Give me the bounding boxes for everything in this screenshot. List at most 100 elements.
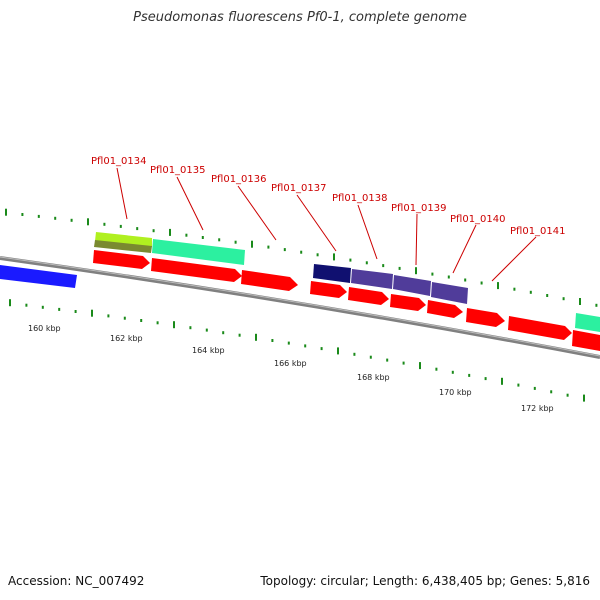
cds-arrow-next-2[interactable] bbox=[572, 330, 600, 351]
outer-tick-mark bbox=[382, 264, 385, 268]
gene-label-pfl01-0134: Pfl01_0134 bbox=[91, 156, 147, 167]
inner-tick-mark bbox=[369, 355, 372, 359]
outer-tick-mark bbox=[595, 303, 598, 307]
gene-label-pfl01-0139: Pfl01_0139 bbox=[391, 203, 447, 214]
inner-tick-mark bbox=[9, 299, 11, 307]
outer-tick-mark bbox=[497, 282, 499, 290]
inner-tick-mark bbox=[205, 328, 208, 332]
feature-cog-green[interactable] bbox=[152, 239, 245, 265]
leader-line-pfl01-0136 bbox=[237, 185, 277, 241]
inner-tick-mark bbox=[58, 307, 61, 311]
inner-tick-mark bbox=[304, 344, 307, 348]
axis-label-172kbp: 172 kbp bbox=[521, 404, 554, 413]
gene-label-pfl01-0141: Pfl01_0141 bbox=[510, 226, 566, 237]
inner-tick-mark bbox=[501, 377, 503, 385]
outer-tick-mark bbox=[546, 294, 549, 297]
accession-text: Accession: NC_007492 bbox=[8, 574, 145, 588]
cds-arrow-pfl01-0139[interactable] bbox=[390, 294, 426, 311]
gene-label-pfl01-0137: Pfl01_0137 bbox=[271, 183, 327, 194]
outer-tick-mark bbox=[87, 218, 89, 226]
inner-tick-mark bbox=[238, 333, 241, 337]
outer-tick-mark bbox=[152, 229, 155, 233]
inner-tick-mark bbox=[533, 386, 536, 390]
cds-arrow-pfl01-0135[interactable] bbox=[151, 258, 242, 282]
genome-backbone-highlight bbox=[0, 256, 600, 357]
inner-tick-mark bbox=[140, 319, 143, 322]
gene-label-pfl01-0135: Pfl01_0135 bbox=[150, 165, 206, 176]
axis-label-166kbp: 166 kbp bbox=[274, 359, 307, 368]
axis-label-162kbp: 162 kbp bbox=[110, 334, 143, 343]
outer-tick-mark bbox=[447, 275, 450, 279]
outer-tick-mark bbox=[21, 213, 24, 216]
outer-tick-mark bbox=[300, 250, 303, 254]
feature-cog-olive[interactable] bbox=[94, 240, 152, 253]
inner-tick-mark bbox=[271, 339, 274, 342]
outer-tick-mark bbox=[415, 267, 417, 275]
outer-tick-mark bbox=[562, 297, 565, 301]
inner-tick-mark bbox=[337, 347, 339, 355]
inner-tick-mark bbox=[25, 303, 28, 307]
cds-arrow-next-1[interactable] bbox=[508, 316, 572, 340]
inner-tick-mark bbox=[173, 321, 175, 329]
gene-label-pfl01-0140: Pfl01_0140 bbox=[450, 214, 506, 225]
outer-tick-mark bbox=[480, 281, 483, 285]
cds-arrow-pfl01-0136[interactable] bbox=[241, 270, 298, 291]
inner-tick-mark bbox=[320, 347, 323, 351]
feature-cog-green-right[interactable] bbox=[575, 313, 600, 332]
outer-tick-mark bbox=[234, 240, 237, 244]
feature-cog-purple-3[interactable] bbox=[431, 282, 468, 304]
cds-arrow-pfl01-0138[interactable] bbox=[348, 287, 389, 305]
outer-tick-mark bbox=[169, 228, 171, 236]
feature-cog-purple-1[interactable] bbox=[351, 269, 393, 289]
outer-tick-mark bbox=[579, 298, 581, 305]
inner-tick-mark bbox=[435, 367, 438, 371]
cds-arrow-pfl01-0140[interactable] bbox=[427, 300, 463, 318]
cds-arrow-pfl01-0134[interactable] bbox=[93, 250, 150, 269]
genome-backbone bbox=[0, 256, 600, 359]
inner-tick-mark bbox=[287, 341, 290, 345]
inner-tick-mark bbox=[41, 305, 44, 309]
feature-cog-navy[interactable] bbox=[313, 264, 351, 283]
feature-cog-blue[interactable] bbox=[0, 265, 77, 288]
outer-tick-mark bbox=[103, 222, 106, 226]
leader-line-pfl01-0140 bbox=[452, 224, 477, 274]
leader-line-pfl01-0141 bbox=[491, 236, 537, 282]
inner-tick-mark bbox=[484, 377, 487, 381]
outer-tick-mark bbox=[185, 233, 188, 237]
outer-tick-mark bbox=[119, 224, 122, 228]
axis-label-170kbp: 170 kbp bbox=[439, 388, 472, 397]
leader-line-pfl01-0139 bbox=[415, 213, 418, 266]
outer-tick-mark bbox=[349, 258, 352, 262]
outer-tick-mark bbox=[529, 290, 532, 294]
outer-tick-mark bbox=[251, 240, 253, 248]
genome-summary-text: Topology: circular; Length: 6,438,405 bp… bbox=[260, 574, 590, 588]
inner-tick-mark bbox=[255, 333, 257, 341]
gene-label-pfl01-0136: Pfl01_0136 bbox=[211, 174, 267, 185]
inner-tick-mark bbox=[583, 394, 585, 402]
outer-tick-mark bbox=[70, 218, 73, 222]
inner-tick-mark bbox=[517, 383, 520, 387]
outer-tick-mark bbox=[513, 287, 516, 291]
outer-tick-mark bbox=[136, 227, 139, 231]
map-title: Pseudomonas fluorescens Pf0-1, complete … bbox=[133, 10, 467, 25]
inner-tick-mark bbox=[402, 361, 405, 365]
cds-arrow-pfl01-0137[interactable] bbox=[310, 281, 347, 298]
outer-tick-mark bbox=[283, 248, 286, 252]
inner-tick-mark bbox=[353, 352, 356, 356]
outer-tick-mark bbox=[201, 236, 204, 239]
outer-tick-mark bbox=[218, 238, 221, 242]
inner-tick-mark bbox=[451, 370, 454, 374]
cds-arrow-pfl01-0141[interactable] bbox=[466, 308, 505, 327]
outer-tick-mark bbox=[316, 253, 319, 257]
leader-line-pfl01-0134 bbox=[116, 167, 128, 220]
feature-cog-yellowgreen[interactable] bbox=[95, 232, 152, 247]
outer-tick-mark bbox=[398, 266, 401, 270]
feature-cog-purple-2[interactable] bbox=[393, 275, 431, 296]
axis-label-168kbp: 168 kbp bbox=[357, 373, 390, 382]
inner-tick-mark bbox=[91, 309, 93, 317]
inner-tick-mark bbox=[419, 362, 421, 370]
leader-line-pfl01-0138 bbox=[357, 204, 378, 260]
outer-tick-mark bbox=[333, 253, 335, 261]
inner-tick-mark bbox=[222, 331, 225, 335]
